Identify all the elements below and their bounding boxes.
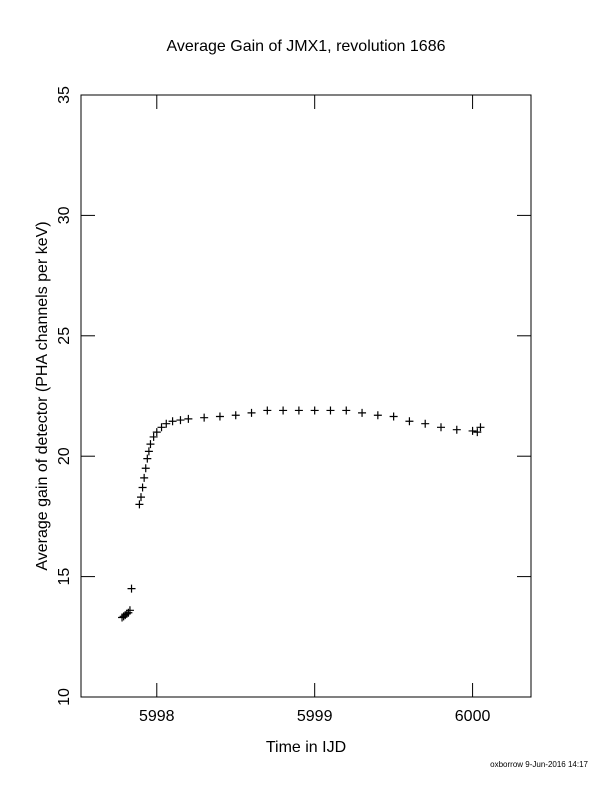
point [263,406,272,415]
point [144,447,153,456]
y-tick-label: 15 [56,568,73,586]
point [143,454,152,463]
point [137,493,145,502]
point [168,417,177,426]
point [421,419,430,428]
x-axis-label: Time in IJD [266,739,346,756]
y-tick-label: 30 [56,206,73,224]
point [149,432,158,441]
point [138,483,147,492]
point [184,414,193,423]
point [141,464,150,473]
point [452,425,461,434]
point [373,411,382,420]
point [157,423,166,432]
point [247,408,256,417]
point [152,428,161,437]
y-tick-label: 25 [56,327,73,345]
point [200,413,209,422]
point [476,423,485,432]
point [140,473,149,482]
y-tick-label: 20 [56,447,73,465]
point [326,406,335,415]
point [125,606,134,615]
point [231,411,240,420]
plot-frame [80,94,532,698]
x-tick-label: 5998 [139,708,175,725]
point [279,406,288,415]
point [473,428,482,437]
point [437,423,445,432]
point [127,584,136,593]
point [342,406,351,415]
y-tick-label: 35 [56,86,73,104]
x-tick-label: 6000 [455,708,491,725]
point [294,406,303,415]
point [135,500,144,509]
y-axis-label: Average gain of detector (PHA channels p… [34,221,51,570]
point [176,416,185,425]
chart-title: Average Gain of JMX1, revolution 1686 [167,38,446,55]
footer: oxborrow 9-Jun-2016 14:17 [490,760,588,769]
point [389,412,398,421]
point [215,412,224,421]
y-tick-label: 10 [56,688,73,706]
point [162,419,171,428]
point [405,417,414,426]
point [310,406,319,415]
point [468,426,477,435]
point [146,440,155,449]
x-tick-label: 5999 [297,708,333,725]
point [358,408,367,417]
